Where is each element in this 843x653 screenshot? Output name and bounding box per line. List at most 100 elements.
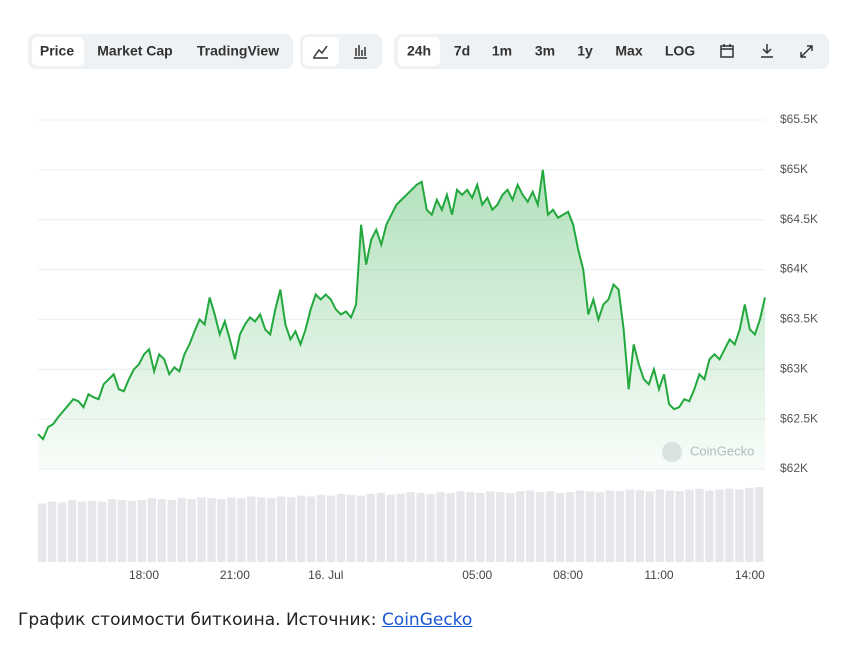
y-tick-label: $63K	[780, 361, 808, 375]
volume-bar	[67, 499, 77, 562]
y-tick-label: $64.5K	[780, 212, 818, 226]
range-button[interactable]: 24h	[407, 43, 431, 59]
volume-bar	[117, 499, 127, 562]
price-area	[38, 169, 765, 469]
volume-bar	[386, 494, 396, 562]
volume-bar	[506, 493, 515, 562]
y-tick-label: $65K	[780, 162, 808, 176]
volume-bar	[227, 497, 236, 562]
icons	[303, 37, 813, 66]
view-button[interactable]: Price	[40, 43, 74, 59]
y-tick-label: $65.5K	[780, 112, 818, 126]
range-group	[394, 34, 829, 69]
volume-bar	[665, 490, 674, 562]
volume-bar	[257, 497, 266, 562]
volume-bar	[187, 499, 196, 562]
volume-bar	[565, 492, 575, 562]
volume-bar	[217, 499, 226, 562]
volume-bar	[695, 488, 704, 562]
volume-bar	[426, 493, 435, 562]
price-line	[37, 169, 766, 441]
view-button[interactable]: TradingView	[197, 43, 279, 59]
volume-bar	[725, 488, 734, 562]
volume-bar	[585, 491, 595, 562]
volume-bar	[127, 500, 137, 562]
volume-bar	[286, 497, 296, 562]
range-button[interactable]: 1y	[577, 43, 593, 59]
volume-bar	[57, 502, 67, 562]
range-button[interactable]: 7d	[454, 43, 470, 59]
volume-bar	[575, 490, 585, 562]
volume-bar	[545, 491, 555, 562]
volume-bar	[436, 492, 445, 562]
line-icon[interactable]	[313, 45, 328, 59]
download-icon[interactable]	[761, 44, 773, 58]
x-tick-label: 11:00	[644, 568, 673, 582]
volume-bar	[77, 501, 87, 562]
volume-bar	[247, 496, 256, 562]
volume-bar	[147, 498, 157, 562]
y-tick-label: $64K	[780, 262, 808, 276]
caption-text: График стоимости биткоина. Источник:	[18, 610, 377, 630]
volume-bar	[516, 491, 525, 562]
volume-bar	[595, 492, 605, 562]
volume-bar	[496, 492, 505, 562]
volume-bar	[625, 489, 635, 562]
volume-bar	[177, 498, 186, 562]
calendar-icon[interactable]	[720, 44, 734, 58]
view-group	[28, 34, 293, 69]
y-tick-label: $62.5K	[780, 411, 818, 425]
range-button[interactable]: 3m	[535, 43, 555, 59]
volume-bar	[267, 498, 276, 562]
volume-bar	[605, 490, 615, 562]
volume-bar	[416, 493, 425, 562]
volume-bar	[366, 493, 376, 562]
volume-bar	[535, 492, 545, 562]
volume-bar	[296, 495, 306, 562]
volume-bar	[277, 496, 286, 562]
volume-bar	[336, 493, 346, 562]
volume-bar	[376, 493, 386, 562]
volume-bar	[635, 490, 644, 562]
volume-bar	[356, 495, 366, 562]
chart: Price Market Cap TradingView 24h 7d 1m 3m 1y Max…	[28, 34, 829, 582]
volume-bar	[316, 494, 326, 562]
volume-bar	[456, 491, 465, 562]
volume-bar	[157, 499, 166, 562]
volume-bar	[346, 494, 356, 562]
volume-bar	[715, 489, 724, 562]
volume-bar	[406, 492, 415, 562]
volume-bar	[486, 491, 495, 562]
volume-bar	[745, 487, 754, 562]
volume-bar	[525, 490, 535, 562]
volume-bar	[326, 495, 336, 562]
bar-icon[interactable]	[354, 45, 367, 59]
view-button[interactable]: Market Cap	[97, 43, 172, 59]
volume-bar	[197, 497, 206, 562]
volume-bar	[705, 490, 714, 562]
x-tick-label: 05:00	[462, 568, 492, 582]
volume-bar	[38, 503, 47, 562]
volume-bar	[685, 489, 694, 562]
volume-bar	[655, 489, 664, 562]
source-link[interactable]: CoinGecko	[381, 610, 473, 630]
x-tick-label: 21:00	[220, 568, 250, 582]
x-tick-label: 14:00	[735, 568, 765, 582]
volume-bar	[555, 493, 565, 562]
y-tick-label: $62K	[780, 461, 808, 475]
expand-icon[interactable]	[800, 45, 813, 58]
volume-bar	[97, 501, 107, 562]
range-button[interactable]: LOG	[665, 43, 695, 59]
volume-bar	[47, 501, 57, 562]
range-button[interactable]: 1m	[492, 43, 512, 59]
volume-bar	[466, 492, 475, 562]
volume-bar	[645, 491, 654, 562]
y-tick-label: $63.5K	[780, 312, 818, 326]
range-button[interactable]: Max	[615, 43, 642, 59]
volume-bar	[237, 498, 246, 562]
active-range[interactable]	[398, 37, 440, 66]
active-view[interactable]	[32, 37, 84, 66]
volume-bar	[87, 500, 97, 562]
caption: График стоимости биткоина. Источник: Coi…	[18, 610, 472, 630]
